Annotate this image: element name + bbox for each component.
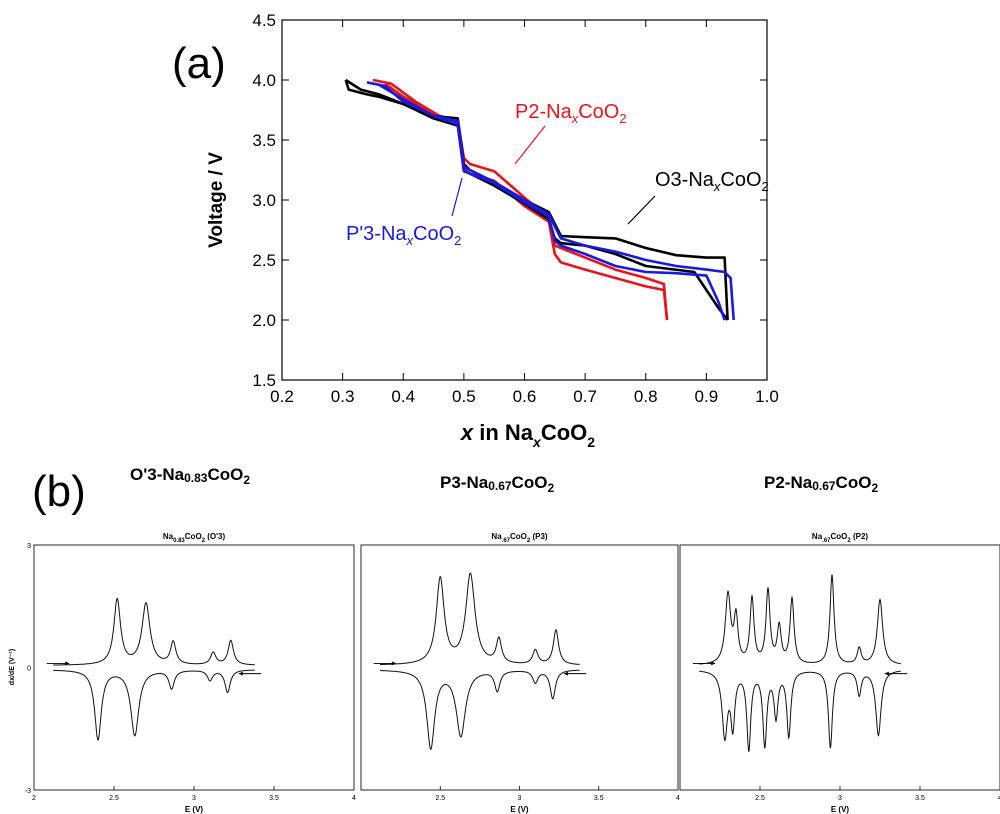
panel-a-label: (a) <box>172 39 226 88</box>
annotation-p2: P2-NaxCoO2 <box>514 101 627 165</box>
x-tick-label: 0.4 <box>391 387 415 406</box>
heading-o3: O'3-Na0.83CoO2 <box>130 465 250 487</box>
discharge-arrowhead-1 <box>563 671 568 676</box>
y-axis-label: Voltage / V <box>206 152 227 248</box>
series-line-5 <box>378 83 726 321</box>
x-tick-label: 0.2 <box>270 387 294 406</box>
svg-text:P2-NaxCoO2: P2-NaxCoO2 <box>515 101 627 126</box>
dxde-y-label: dx/dE (V⁻¹) <box>9 649 16 685</box>
y-tick-label: 2.5 <box>252 251 276 270</box>
dxde-x-tick-label: 3.5 <box>594 795 604 802</box>
y-tick-label: 3.5 <box>252 131 276 150</box>
x-axis-label: x in NaxCoO2 <box>460 420 595 450</box>
y-tick-label: 1.5 <box>252 371 276 390</box>
dxde-y-tick-label: 3 <box>27 543 31 550</box>
dxde-x-tick-label: 3.5 <box>915 795 925 802</box>
dxde-x-label-2: E (V) <box>831 805 850 814</box>
annotation-p3: P'3-NaxCoO2 <box>346 177 463 248</box>
dxde-frame-1 <box>360 544 679 791</box>
x-tick-label: 0.3 <box>331 387 355 406</box>
dxde-x-tick-label: 4 <box>998 795 1000 802</box>
discharge-arrowhead-2 <box>884 671 889 676</box>
dxde-plots: Na0.83CoO2 (O'3) 2 2.5 3 3.5 4 E (V) 3 0 -3 Na.67C… <box>25 532 1000 814</box>
x-tick-label: 0.8 <box>634 387 658 406</box>
x-tick-label: 0.7 <box>573 387 597 406</box>
charge-curve-0 <box>53 597 255 666</box>
dxde-x-tick-label: 4 <box>352 795 356 802</box>
panel-b-label: (b) <box>32 467 86 516</box>
y-tick-label: 4.0 <box>252 71 276 90</box>
dxde-x-label-1: E (V) <box>510 805 529 814</box>
svg-text:P'3-NaxCoO2: P'3-NaxCoO2 <box>346 223 461 248</box>
dxde-x-tick-label: 3 <box>192 795 196 802</box>
charge-arrowhead-0 <box>65 661 70 666</box>
charge-arrowhead-2 <box>711 661 716 666</box>
annotation-o3: O3-NaxCoO2 <box>627 169 769 225</box>
heading-p3: P3-Na0.67CoO2 <box>440 473 554 495</box>
discharge-curve-1 <box>380 669 580 750</box>
y-tick-label: 3.0 <box>252 191 276 210</box>
dxde-title-2: Na.67CoO2 (P2) <box>812 532 868 544</box>
dxde-y-tick-label: 0 <box>27 666 31 673</box>
dxde-title-0: Na0.83CoO2 (O'3) <box>163 532 226 544</box>
x-tick-label: 1.0 <box>755 387 779 406</box>
y-tick-label: 2.0 <box>252 311 276 330</box>
x-tick-label: 0.9 <box>695 387 719 406</box>
dxde-x-tick-label: 2.5 <box>109 795 119 802</box>
charge-curve-2 <box>699 574 901 665</box>
discharge-arrowhead-0 <box>238 671 243 676</box>
dxde-x-tick-label: 3 <box>518 795 522 802</box>
y-tick-label: 4.5 <box>252 11 276 30</box>
x-tick-label: 0.6 <box>513 387 537 406</box>
dxde-x-tick-label: 3 <box>838 795 842 802</box>
dxde-x-tick-label: 3.5 <box>269 795 279 802</box>
dxde-x-tick-label: 2 <box>32 795 36 802</box>
discharge-curve-0 <box>53 669 255 741</box>
voltage-chart: 0.2 0.3 0.4 0.5 0.6 0.7 0.8 0.9 1.0 1.5 2.0 2.5 3.0 3… <box>252 11 778 406</box>
discharge-curve-2 <box>699 670 901 752</box>
dxde-x-tick-label: 2.5 <box>435 795 445 802</box>
svg-text:O3-NaxCoO2: O3-NaxCoO2 <box>655 169 769 194</box>
dxde-title-1: Na.67CoO2 (P3) <box>491 532 547 544</box>
heading-p2: P2-Na0.67CoO2 <box>764 473 878 495</box>
charge-arrowhead-1 <box>391 661 396 666</box>
dxde-x-tick-label: 2.5 <box>755 795 765 802</box>
dxde-frame-0 <box>33 544 355 791</box>
x-tick-label: 0.5 <box>452 387 476 406</box>
dxde-frame-2 <box>679 544 1000 791</box>
dxde-y-tick-label: -3 <box>25 788 31 795</box>
dxde-x-label-0: E (V) <box>185 805 204 814</box>
dxde-x-tick-label: 4 <box>676 795 680 802</box>
charge-curve-1 <box>379 572 580 666</box>
